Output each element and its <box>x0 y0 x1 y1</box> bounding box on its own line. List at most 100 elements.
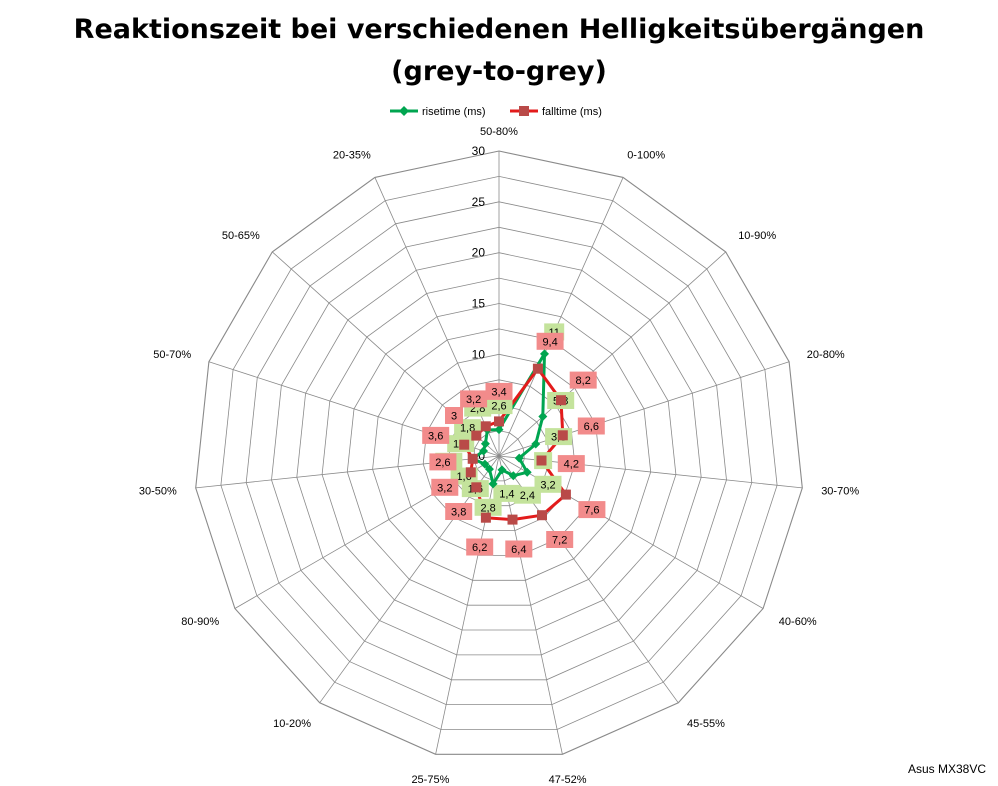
data-label-bg <box>513 486 541 504</box>
category-label: 0-100% <box>627 150 665 162</box>
category-label: 80-90% <box>181 616 219 628</box>
risetime-point <box>480 439 490 449</box>
category-label: 50-80% <box>480 126 518 138</box>
data-label-text: 8,2 <box>576 375 591 387</box>
falltime-data-label: 9,4 <box>536 332 564 350</box>
data-label-text: 6,2 <box>472 542 487 554</box>
risetime-data-label: 3,2 <box>534 475 562 493</box>
risetime-point <box>494 425 504 435</box>
data-label-bg <box>578 501 606 519</box>
falltime-point <box>480 512 491 523</box>
data-label-bg <box>466 538 494 556</box>
data-label-text: 3,4 <box>491 386 506 398</box>
data-label-bg <box>445 407 463 424</box>
data-label-text: 1,4 <box>499 488 514 500</box>
radar-grid <box>195 150 803 755</box>
falltime-point <box>480 421 491 432</box>
category-label: 20-80% <box>807 349 845 361</box>
legend-falltime-marker <box>519 106 529 116</box>
data-label-bg <box>534 475 562 493</box>
falltime-data-label: 3 <box>445 407 463 424</box>
data-label-bg <box>569 371 597 389</box>
falltime-data-label: 7,2 <box>546 531 574 548</box>
risetime-point <box>488 479 498 489</box>
data-label-text: 3,2 <box>437 482 452 494</box>
risetime-data-label: 2,4 <box>513 486 541 504</box>
falltime-data-label: 4,2 <box>557 455 585 473</box>
credit-text: Asus MX38VC <box>908 762 986 776</box>
data-label-text: 2,6 <box>435 457 450 469</box>
grid-spoke <box>498 177 624 457</box>
falltime-data-label: 3,2 <box>460 390 488 408</box>
category-label: 47-52% <box>549 774 587 786</box>
data-label-bg <box>577 417 605 435</box>
data-label-bg <box>546 531 574 548</box>
risetime-point <box>531 439 541 449</box>
data-label-bg <box>474 498 502 516</box>
falltime-point <box>556 395 566 406</box>
risetime-point <box>480 459 490 469</box>
falltime-point <box>537 510 547 521</box>
grid-ring <box>271 226 727 681</box>
risetime-point <box>522 467 532 477</box>
tick-label: 15 <box>472 297 486 311</box>
legend: risetime (ms) falltime (ms) <box>390 106 602 118</box>
falltime-data-label: 8,2 <box>569 371 597 389</box>
legend-falltime-label: falltime (ms) <box>542 106 602 118</box>
data-label-text: 9,4 <box>542 336 557 348</box>
falltime-point <box>467 453 478 464</box>
risetime-data-label: 2,6 <box>485 397 513 415</box>
category-label: 20-35% <box>333 150 371 162</box>
series-markers <box>459 349 571 525</box>
risetime-point <box>497 465 507 475</box>
grid-ring <box>245 201 753 705</box>
grid-ring <box>296 252 702 656</box>
category-label: 10-90% <box>738 230 776 242</box>
data-label-text: 6,6 <box>584 421 599 433</box>
chart-subtitle: (grey-to-grey) <box>391 56 607 87</box>
tick-label: 30 <box>472 144 486 158</box>
data-label-text: 7,2 <box>552 535 567 547</box>
falltime-point <box>465 467 476 478</box>
data-label-bg <box>429 453 457 471</box>
data-label-text: 2,8 <box>480 502 495 514</box>
falltime-point <box>532 363 543 374</box>
risetime-point <box>538 412 548 422</box>
data-label-bg <box>422 426 450 444</box>
data-label-text: 7,6 <box>584 505 599 517</box>
tick-label: 25 <box>472 195 486 209</box>
grid-ring <box>473 430 525 482</box>
tick-label: 10 <box>472 347 486 361</box>
chart-title: Reaktionszeit bei verschiedenen Helligke… <box>74 14 925 45</box>
risetime-data-label: 1,4 <box>493 484 521 502</box>
grid-ring <box>372 328 626 581</box>
data-label-text: 2,6 <box>491 401 506 413</box>
data-label-text: 3,8 <box>451 507 466 519</box>
falltime-point <box>494 416 504 427</box>
risetime-point <box>508 471 518 481</box>
data-label-text: 3,2 <box>540 479 555 491</box>
grid-ring <box>422 379 576 531</box>
data-label-bg <box>445 503 473 520</box>
category-label: 10-20% <box>273 718 311 730</box>
data-label-text: 6,4 <box>511 544 526 556</box>
falltime-point <box>560 489 571 500</box>
falltime-data-label: 3,6 <box>422 426 450 444</box>
data-label-bg <box>557 455 585 473</box>
data-label-text: 3,2 <box>466 394 481 406</box>
data-label-bg <box>485 382 513 400</box>
tick-label: 0 <box>478 449 485 463</box>
category-label: 30-50% <box>139 486 177 498</box>
falltime-point <box>507 514 518 525</box>
data-label-bg <box>460 390 488 408</box>
category-label: 25-75% <box>411 774 449 786</box>
falltime-data-label: 3,2 <box>431 478 459 496</box>
risetime-data-label: 2,8 <box>474 498 502 516</box>
category-labels: 50-80% 0-100% 10-90% 20-80% 30-70% 40-60% 45-5… <box>139 126 859 786</box>
risetime-point <box>484 464 494 474</box>
grid-ring <box>397 353 601 556</box>
falltime-data-label: 3,8 <box>445 503 473 520</box>
legend-risetime-label: risetime (ms) <box>422 106 486 118</box>
data-label-bg <box>536 332 564 350</box>
falltime-point <box>557 430 568 441</box>
